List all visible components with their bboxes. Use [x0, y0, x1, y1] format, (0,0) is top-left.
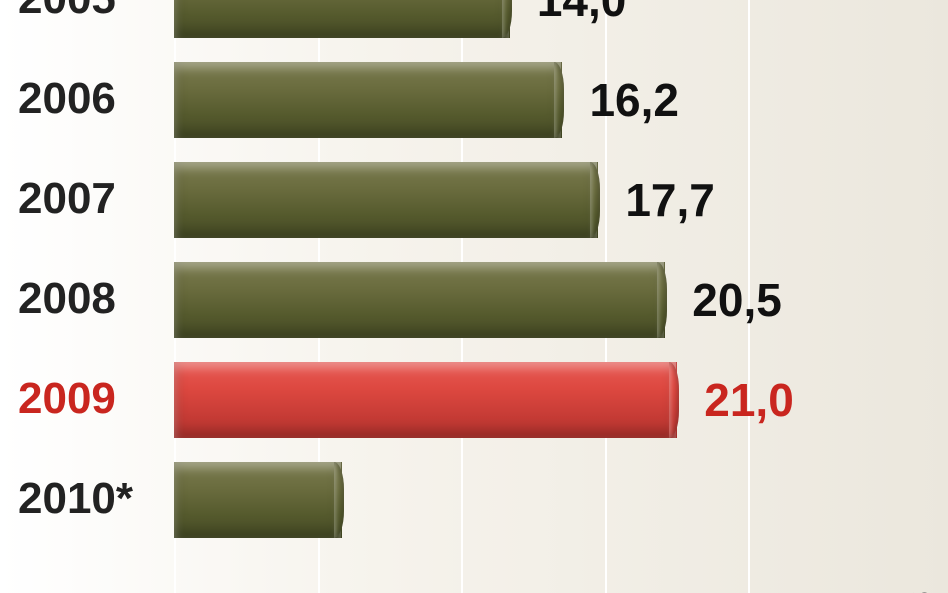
bar	[174, 0, 509, 38]
bar-normal	[174, 62, 562, 138]
value-label: 20,5	[692, 273, 782, 327]
value-label: 21,0	[704, 373, 794, 427]
bar-cap	[334, 462, 344, 538]
value-label: 14,0	[537, 0, 627, 27]
bar-cap	[657, 262, 667, 338]
year-label: 2005	[18, 0, 116, 24]
year-label: 2008	[18, 274, 116, 324]
bar-normal	[174, 462, 342, 538]
bar	[174, 462, 341, 538]
bar-normal	[174, 162, 598, 238]
chart-row: 2009 21,0	[0, 362, 948, 438]
bar-chart: 2005 14,0 2006 16,2 2007 17,7 2008 20,5 2009 21,0…	[0, 0, 948, 593]
bar-cap	[554, 62, 564, 138]
chart-row: 2005 14,0	[0, 0, 948, 38]
bar	[174, 162, 597, 238]
year-label: 2007	[18, 174, 116, 224]
bar	[174, 362, 676, 438]
bar-cap	[669, 362, 679, 438]
value-label: 16,2	[589, 73, 679, 127]
chart-row: 2010*	[0, 462, 948, 538]
value-label: 17,7	[625, 173, 715, 227]
chart-row: 2006 16,2	[0, 62, 948, 138]
bar-normal	[174, 0, 510, 38]
bar-cap	[502, 0, 512, 38]
chart-row: 2007 17,7	[0, 162, 948, 238]
chart-row: 2008 20,5	[0, 262, 948, 338]
year-label: 2006	[18, 74, 116, 124]
bar-highlighted	[174, 362, 677, 438]
bar	[174, 62, 561, 138]
bar-normal	[174, 262, 665, 338]
bar	[174, 262, 664, 338]
year-label: 2010*	[18, 474, 133, 524]
year-label: 2009	[18, 374, 116, 424]
bar-cap	[590, 162, 600, 238]
